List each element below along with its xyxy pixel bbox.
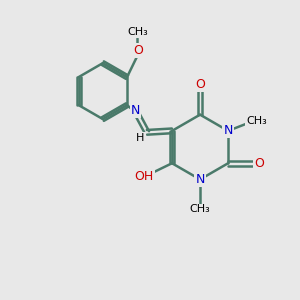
Text: N: N (130, 104, 140, 117)
Text: O: O (254, 157, 264, 170)
Text: N: N (195, 173, 205, 186)
Text: CH₃: CH₃ (127, 27, 148, 37)
Text: O: O (133, 44, 143, 57)
Text: CH₃: CH₃ (246, 116, 267, 126)
Text: OH: OH (135, 170, 154, 183)
Text: H: H (136, 133, 145, 142)
Text: N: N (224, 124, 233, 137)
Text: O: O (195, 78, 205, 91)
Text: CH₃: CH₃ (190, 205, 210, 214)
